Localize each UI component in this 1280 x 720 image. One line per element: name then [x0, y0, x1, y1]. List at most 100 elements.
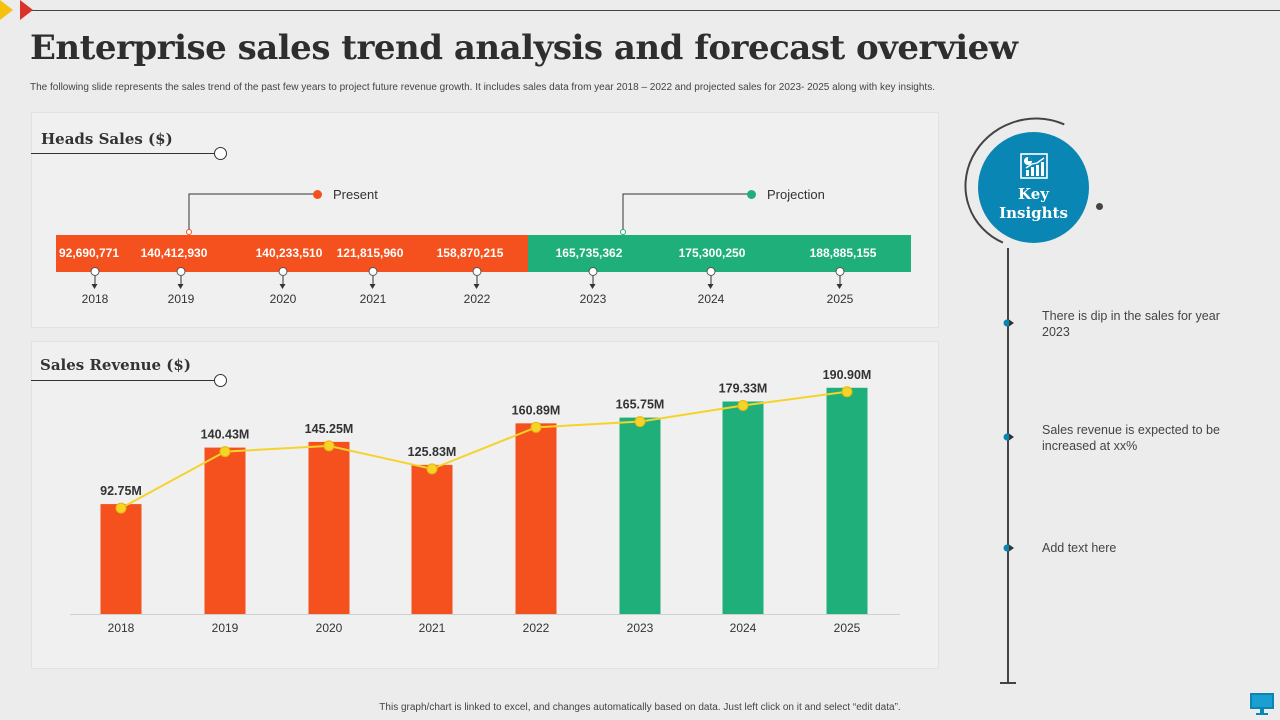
x-tick-label-2020: 2020: [315, 621, 343, 635]
page-subtitle: The following slide represents the sales…: [30, 82, 935, 93]
red-triangle-icon: [20, 0, 33, 20]
down-arrow-icon: [589, 276, 596, 289]
projection-legend-label: Projection: [767, 187, 825, 202]
down-arrow-icon: [279, 276, 286, 289]
trend-point-2021: [426, 463, 438, 475]
heads-value-2023: 165,735,362: [555, 246, 623, 260]
timeline-year-2022: 2022: [463, 292, 491, 306]
insight-text-3: Add text here: [1042, 541, 1117, 555]
timeline-year-2025: 2025: [826, 292, 854, 306]
page-title: Enterprise sales trend analysis and fore…: [30, 28, 1018, 68]
revenue-bar-2019: [204, 447, 246, 614]
x-tick-label-2025: 2025: [833, 621, 861, 635]
timeline-year-2021: 2021: [359, 292, 387, 306]
yellow-triangle-icon: [0, 0, 13, 20]
trend-point-2022: [530, 421, 542, 433]
monitor-icon: [1250, 693, 1274, 715]
footer-note: This graph/chart is linked to excel, and…: [379, 702, 901, 713]
trend-point-2024: [737, 399, 749, 411]
heads-value-2020: 140,233,510: [255, 246, 323, 260]
trend-line: [120, 390, 848, 509]
timeline-tick: [90, 267, 100, 276]
timeline-tick: [588, 267, 598, 276]
data-label-2020: 145.25M: [305, 422, 354, 436]
heads-sales-title-dot: [214, 147, 227, 160]
data-label-2018: 92.75M: [100, 484, 142, 498]
sales-revenue-title: Sales Revenue ($): [40, 356, 191, 374]
data-label-2023: 165.75M: [616, 398, 665, 412]
x-axis-line: [70, 614, 900, 615]
insight-marker-icon: [1003, 319, 1014, 327]
data-label-2025: 190.90M: [823, 368, 872, 382]
timeline-tick: [706, 267, 716, 276]
present-legend-dot: [313, 190, 322, 199]
top-rule: [28, 10, 1280, 11]
heads-value-2025: 188,885,155: [809, 246, 877, 260]
insight-text-2: Sales revenue is expected to be increase…: [1042, 423, 1220, 453]
trend-point-2023: [634, 416, 646, 428]
down-arrow-icon: [177, 276, 184, 289]
heads-value-2019: 140,412,930: [140, 246, 208, 260]
x-tick-label-2021: 2021: [418, 621, 446, 635]
present-legend-label: Present: [333, 187, 378, 202]
trend-point-2025: [841, 386, 853, 398]
trend-point-2020: [323, 440, 335, 452]
revenue-bar-2020: [308, 441, 350, 614]
projection-band: [528, 235, 911, 272]
timeline-tick: [472, 267, 482, 276]
insight-text-1: There is dip in the sales for year 2023: [1042, 309, 1220, 339]
down-arrow-icon: [473, 276, 480, 289]
heads-value-2018: 92,690,771: [58, 246, 120, 260]
timeline-year-2024: 2024: [697, 292, 725, 306]
data-label-2021: 125.83M: [408, 445, 457, 459]
revenue-bar-2022: [515, 423, 557, 614]
heads-sales-panel: [31, 112, 939, 328]
revenue-bar-2023: [619, 417, 661, 614]
timeline-year-2023: 2023: [579, 292, 607, 306]
trend-point-2019: [219, 446, 231, 458]
down-arrow-icon: [707, 276, 714, 289]
down-arrow-icon: [836, 276, 843, 289]
data-label-2019: 140.43M: [201, 428, 250, 442]
insights-timeline-cap: [1000, 682, 1016, 684]
down-arrow-icon: [369, 276, 376, 289]
timeline-year-2019: 2019: [167, 292, 195, 306]
ring-end-dot: [1096, 203, 1103, 210]
present-band: [56, 235, 528, 272]
heads-sales-title: Heads Sales ($): [41, 130, 173, 148]
sales-revenue-title-rule: [31, 380, 215, 381]
heads-sales-title-rule: [31, 153, 215, 154]
data-label-2024: 179.33M: [719, 381, 768, 395]
timeline-year-2020: 2020: [269, 292, 297, 306]
timeline-year-2018: 2018: [81, 292, 109, 306]
revenue-bar-2021: [411, 464, 453, 614]
timeline-tick: [176, 267, 186, 276]
down-arrow-icon: [91, 276, 98, 289]
timeline-tick: [368, 267, 378, 276]
chart-report-icon: [1019, 152, 1048, 179]
x-tick-label-2022: 2022: [522, 621, 550, 635]
trend-point-2018: [115, 502, 127, 514]
key-insights-badge: Key Insights: [978, 132, 1089, 243]
heads-value-2024: 175,300,250: [678, 246, 746, 260]
x-tick-label-2018: 2018: [107, 621, 135, 635]
insights-timeline: [1007, 248, 1009, 684]
x-tick-label-2019: 2019: [211, 621, 239, 635]
heads-value-2021: 121,815,960: [336, 246, 404, 260]
key-insights-title: Key Insights: [999, 184, 1068, 222]
revenue-bar-2018: [100, 504, 142, 614]
insight-marker-icon: [1003, 544, 1014, 552]
heads-value-2022: 158,870,215: [436, 246, 504, 260]
x-tick-label-2023: 2023: [626, 621, 654, 635]
x-tick-label-2024: 2024: [729, 621, 757, 635]
timeline-tick: [835, 267, 845, 276]
insight-marker-icon: [1003, 433, 1014, 441]
sales-revenue-title-dot: [214, 374, 227, 387]
data-label-2022: 160.89M: [512, 403, 561, 417]
revenue-bar-2025: [826, 387, 868, 614]
timeline-tick: [278, 267, 288, 276]
projection-legend-dot: [747, 190, 756, 199]
revenue-bar-2024: [722, 401, 764, 614]
